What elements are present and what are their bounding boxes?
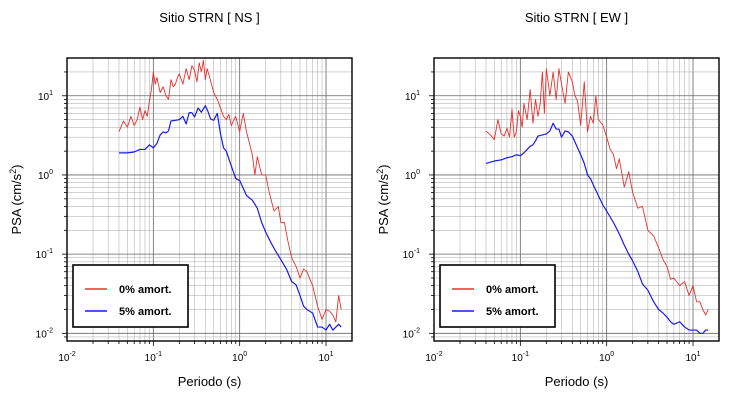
y-tick-label: 101 <box>405 90 420 103</box>
legend-label-5pct: 5% amort. <box>486 306 539 318</box>
legend-box <box>439 264 556 328</box>
x-axis-label: Periodo (s) <box>545 374 609 389</box>
x-tick-label: 10-1 <box>145 351 162 364</box>
x-tick-label: 101 <box>318 351 333 364</box>
x-tick-label: 100 <box>599 351 614 364</box>
y-tick-label: 10-1 <box>36 248 53 261</box>
x-tick-label: 10-1 <box>512 351 529 364</box>
legend-label-0pct: 0% amort. <box>119 284 172 296</box>
series-line-0pct <box>118 59 342 323</box>
series-line-5pct <box>485 122 709 334</box>
chart-title: Sitio STRN [ EW ] <box>525 10 628 25</box>
legend-box <box>72 264 189 328</box>
legend: 0% amort. 5% amort. <box>439 264 556 328</box>
y-tick-label: 101 <box>38 90 53 103</box>
y-axis-label: PSA (cm/s2) <box>8 164 24 234</box>
series-line-5pct <box>118 105 342 331</box>
chart-title: Sitio STRN [ NS ] <box>159 10 259 25</box>
x-tick-label: 100 <box>232 351 247 364</box>
y-tick-label: 10-1 <box>403 248 420 261</box>
chart-panel-ns: Sitio STRN [ NS ] 10-2 10-1 100 101 10-2 10-1 1… <box>8 10 353 389</box>
y-tick-label: 100 <box>38 169 53 182</box>
series-line-0pct <box>485 68 709 316</box>
x-tick-label: 10-2 <box>58 351 75 364</box>
plot-frame <box>66 57 353 342</box>
legend-label-5pct: 5% amort. <box>119 306 172 318</box>
legend-label-0pct: 0% amort. <box>486 284 539 296</box>
x-tick-label: 10-2 <box>425 351 442 364</box>
chart-panel-ew: Sitio STRN [ EW ] 10-2 10-1 100 101 10-2 10-1 1… <box>375 10 720 389</box>
y-axis-label: PSA (cm/s2) <box>375 164 391 234</box>
legend: 0% amort. 5% amort. <box>72 264 189 328</box>
plot-frame <box>433 57 720 342</box>
y-tick-label: 10-2 <box>36 327 53 340</box>
y-tick-label: 100 <box>405 169 420 182</box>
x-tick-label: 101 <box>685 351 700 364</box>
y-tick-label: 10-2 <box>403 327 420 340</box>
x-axis-label: Periodo (s) <box>178 374 242 389</box>
